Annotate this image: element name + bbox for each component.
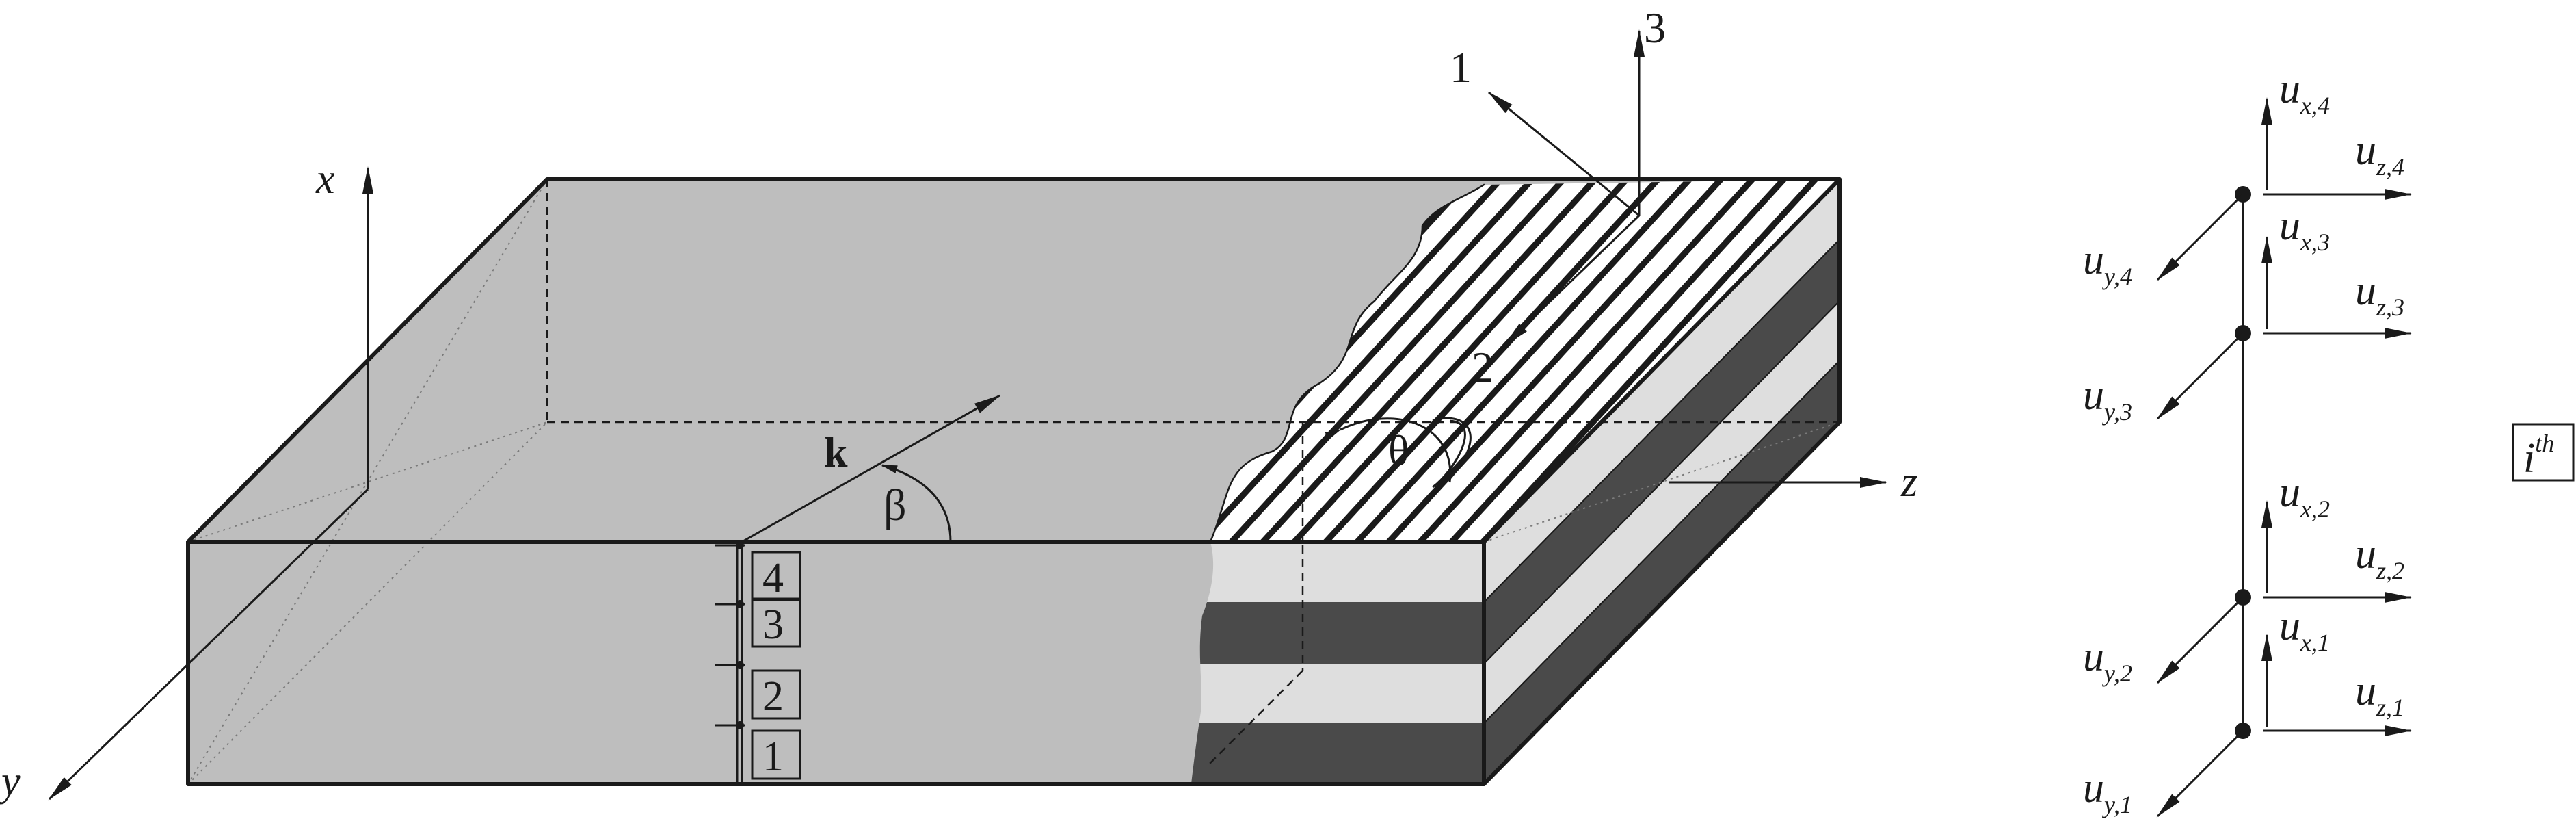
axis-3-label: 3 (1644, 3, 1666, 52)
theta-arc (1432, 417, 1472, 480)
dof-label: ux,3 (2279, 203, 2330, 256)
global-axes: x y z (0, 156, 1917, 805)
dof-schematic: ux,4 uz,4 uy,4 ux,3 uz,3 uy,3 ux,2 uz,2 uy,2 ux,1… (2083, 66, 2412, 818)
dof-y-arrow (2156, 193, 2244, 281)
axis-2-label: 2 (1472, 343, 1493, 391)
axis-2-arrow (1503, 214, 1641, 347)
dof-label: uy,1 (2083, 765, 2132, 818)
dof-label: uy,4 (2083, 237, 2132, 290)
fiber-line (1236, 179, 1618, 542)
fiber-line (1331, 179, 1712, 542)
block-outline (186, 177, 1842, 786)
axis-1-arrow (1487, 91, 1640, 217)
sublayer-number: 4 (762, 555, 784, 601)
sublayer-number: 2 (762, 673, 784, 720)
sublayer-node (736, 721, 744, 729)
dof-label: ux,1 (2279, 603, 2330, 656)
cutaway-front-layers (1191, 542, 1484, 784)
layer-label-sup: th (2535, 430, 2554, 457)
dof-label: ux,4 (2279, 66, 2330, 119)
dof-y-arrow (2156, 729, 2244, 818)
dof-y-arrow (2156, 332, 2244, 420)
side-face-layers (1483, 177, 1840, 786)
y-axis-label: y (0, 758, 21, 805)
x-axis-label: x (315, 156, 335, 203)
sublayer-number: 3 (762, 601, 784, 648)
ply-band (1191, 542, 1484, 602)
beta-arc (881, 464, 952, 543)
beta-label: β (884, 480, 907, 530)
sublayer-box (751, 669, 801, 720)
theta-arc-curve (1325, 417, 1452, 483)
dof-label: uy,2 (2083, 634, 2132, 687)
sublayer-node (736, 600, 744, 608)
layer-label-base: i (2523, 435, 2535, 482)
fiber-line (1425, 179, 1807, 542)
svg-text:ith: ith (2523, 430, 2554, 482)
sublayer-box (751, 551, 801, 601)
fiber-line (1210, 179, 1555, 542)
sublayer-node (736, 541, 744, 549)
dof-y-arrow (2156, 596, 2244, 684)
k-vector-arrow (741, 394, 1001, 543)
fiber-line (1268, 179, 1649, 542)
dof-label: uz,1 (2355, 668, 2404, 721)
y-axis-arrow (48, 488, 369, 801)
fiber-line (1362, 179, 1744, 542)
wave-vector: k β (741, 394, 1001, 543)
sublayer-node (736, 661, 744, 669)
axis-1-label: 1 (1450, 43, 1472, 92)
dof-label: uz,3 (2355, 268, 2404, 321)
z-axis-label: z (1900, 459, 1917, 506)
sublayer-box (751, 729, 801, 780)
fiber-line (1394, 179, 1775, 542)
laminate-block (186, 177, 1842, 786)
material-axes: 3 1 2 θ (1325, 3, 1666, 489)
fiber-line (1210, 179, 1586, 542)
dof-label: ux,2 (2279, 469, 2330, 523)
sublayer-number: 1 (762, 733, 784, 780)
dof-label: uz,2 (2355, 531, 2404, 584)
ply-band (1191, 602, 1484, 664)
sublayer-box (751, 597, 801, 648)
dof-label: uy,3 (2083, 372, 2132, 426)
theta-label: θ (1388, 426, 1409, 475)
sublayer-stack: 1 2 34 (715, 541, 801, 785)
fiber-line (1299, 179, 1681, 542)
fiber-line (1457, 179, 1838, 542)
front-face (188, 542, 1484, 784)
k-label: k (824, 430, 848, 476)
ply-band (1191, 664, 1484, 723)
layer-label: ith (2512, 423, 2575, 482)
ply-band (1191, 723, 1484, 784)
dof-label: uz,4 (2355, 127, 2404, 181)
